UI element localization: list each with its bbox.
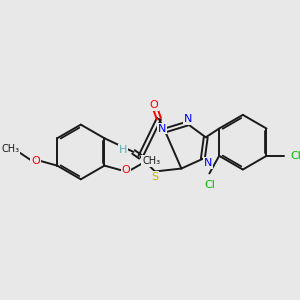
Text: N: N: [158, 124, 166, 134]
Text: Cl: Cl: [290, 151, 300, 161]
Text: Cl: Cl: [204, 180, 215, 190]
Text: O: O: [31, 156, 40, 166]
Text: S: S: [152, 172, 159, 182]
Text: N: N: [184, 114, 192, 124]
Text: H: H: [118, 145, 127, 155]
Text: N: N: [203, 158, 212, 168]
Text: O: O: [122, 166, 130, 176]
Text: CH₃: CH₃: [142, 156, 160, 166]
Text: O: O: [150, 100, 158, 110]
Text: CH₃: CH₃: [1, 144, 20, 154]
